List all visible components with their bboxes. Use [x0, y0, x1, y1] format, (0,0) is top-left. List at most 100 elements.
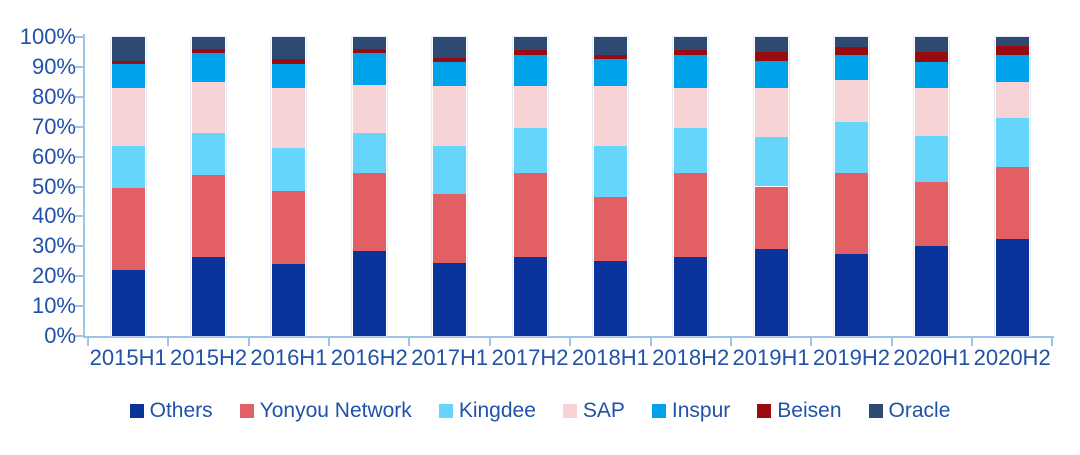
bar-segment [593, 261, 627, 336]
bar-segment [915, 182, 949, 247]
x-axis-tick [569, 338, 572, 346]
bar-segment [674, 173, 708, 257]
legend-item: Yonyou Network [239, 398, 412, 424]
y-axis-tick [75, 155, 83, 158]
x-axis-tick [408, 338, 411, 346]
legend-swatch [438, 404, 453, 418]
bar-segment [834, 253, 868, 336]
x-axis-category-label: 2015H1 [89, 345, 167, 370]
y-axis-tick-label: 20% [31, 263, 76, 289]
bar-segment [111, 87, 145, 147]
x-axis-tick [890, 338, 893, 346]
x-axis-tick [167, 338, 170, 346]
bar-segment [272, 264, 306, 336]
bar-segment [192, 256, 226, 336]
bar-segment [593, 86, 627, 147]
bar-segment [995, 167, 1029, 239]
legend-item: SAP [562, 398, 625, 424]
bar-segment [111, 37, 145, 61]
legend-label: Oracle [888, 399, 951, 422]
bar-segment [513, 37, 547, 51]
bar-segment [674, 87, 708, 129]
bar-segment [513, 50, 547, 55]
legend-item: Inspur [651, 398, 730, 424]
bar-segment [272, 59, 306, 64]
y-axis-tick-label: 0% [44, 323, 76, 348]
x-axis-category-label: 2018H2 [652, 345, 730, 370]
bar-segment [192, 53, 226, 82]
bar-segment [995, 54, 1029, 82]
y-axis-tick [75, 215, 83, 218]
x-axis-category-label: 2018H1 [571, 345, 649, 370]
bar-segment [513, 54, 547, 87]
bar-segment [915, 135, 949, 182]
x-axis-tick [649, 338, 652, 346]
y-axis-tick-label: 40% [31, 203, 76, 229]
bar-segment [111, 63, 145, 88]
x-axis-tick [1051, 338, 1054, 346]
bar-segment [915, 87, 949, 136]
bar-segment [272, 190, 306, 265]
y-axis-tick-label: 50% [31, 173, 76, 199]
x-axis-category-label: 2017H2 [491, 345, 569, 370]
bar-segment [754, 186, 788, 250]
y-axis-tick [75, 95, 83, 98]
x-axis-category-label: 2016H1 [250, 345, 328, 370]
bar-segment [272, 63, 306, 88]
bar-segment [834, 122, 868, 174]
x-axis-category-label: 2020H2 [973, 345, 1051, 370]
bar-segment [593, 37, 627, 55]
bar-segment [995, 37, 1029, 46]
bar-segment [834, 37, 868, 48]
x-axis-tick [810, 338, 813, 346]
bar-segment [754, 51, 788, 61]
legend-item: Others [129, 398, 213, 424]
bar-segment [754, 60, 788, 88]
bar-segment [352, 48, 386, 54]
legend-label: Beisen [777, 399, 842, 422]
legend-swatch [129, 404, 144, 418]
bar-segment [674, 54, 708, 88]
bar-segment [111, 270, 145, 336]
x-axis-tick [488, 338, 491, 346]
bar-segment [433, 146, 467, 194]
y-axis-tick [75, 65, 83, 68]
bar-segment [915, 51, 949, 63]
legend-swatch [562, 404, 577, 418]
legend-swatch [868, 404, 883, 418]
bar-segment [754, 87, 788, 138]
x-axis-category-label: 2020H1 [893, 345, 971, 370]
legend-swatch [651, 404, 666, 418]
y-axis-tick [75, 36, 83, 38]
y-axis-tick-label: 100% [19, 24, 76, 49]
bar-segment [674, 256, 708, 336]
bar-segment [915, 62, 949, 88]
bar-segment [513, 256, 547, 336]
legend-item: Oracle [868, 398, 951, 424]
y-axis-tick [75, 185, 83, 188]
x-axis-category-label: 2015H2 [170, 345, 248, 370]
bar-segment [995, 81, 1029, 118]
bar-segment [272, 147, 306, 191]
bar-segment [754, 37, 788, 52]
bar-segment [433, 193, 467, 263]
bar-segment [834, 47, 868, 55]
bar-segment [915, 246, 949, 336]
bar-segment [272, 37, 306, 60]
bar-segment [513, 173, 547, 257]
bar-segment [593, 54, 627, 60]
bar-segment [433, 57, 467, 63]
bar-segment [111, 60, 145, 64]
legend-item: Beisen [757, 398, 842, 424]
bar-segment [111, 146, 145, 188]
bar-segment [352, 250, 386, 336]
legend-label: SAP [582, 399, 625, 422]
bar-segment [513, 86, 547, 129]
x-axis-category-label: 2017H1 [411, 345, 489, 370]
x-axis-tick [247, 338, 250, 346]
bar-segment [352, 37, 386, 49]
bar-segment [593, 59, 627, 87]
bar-segment [915, 37, 949, 52]
x-axis-category-label: 2019H2 [812, 345, 890, 370]
